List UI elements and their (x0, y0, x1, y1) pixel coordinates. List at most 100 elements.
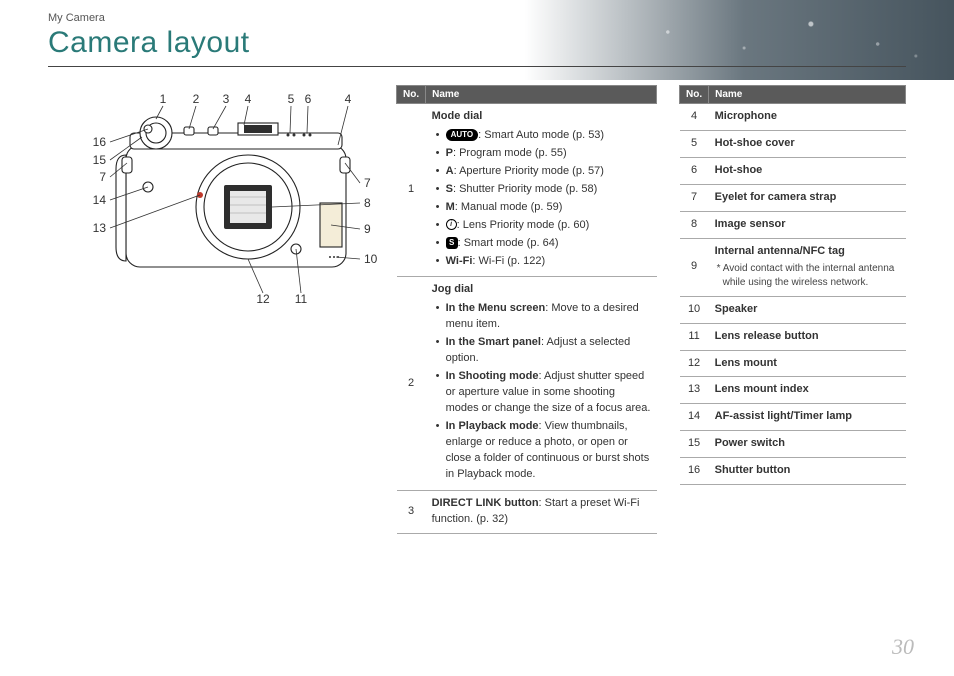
part-name: Internal antenna/NFC tag (715, 245, 845, 257)
page-title: Camera layout (48, 26, 906, 60)
mode-text: : Lens Priority mode (p. 60) (457, 219, 590, 231)
part-name: Lens mount index (715, 383, 809, 395)
svg-text:7: 7 (364, 176, 371, 190)
parts-table-right: No. Name 4Microphone5Hot-shoe cover6Hot-… (679, 85, 906, 485)
mode-item: M: Manual mode (p. 59) (436, 200, 651, 216)
row-number: 10 (680, 296, 709, 323)
row-number: 7 (680, 184, 709, 211)
row-number: 5 (680, 130, 709, 157)
mode-item: AUTO: Smart Auto mode (p. 53) (436, 128, 651, 144)
table-row: 15 Power switch (680, 431, 906, 458)
row-desc: Speaker (709, 296, 906, 323)
mode-icon: P (446, 147, 453, 159)
table-row: 8Image sensor (680, 211, 906, 238)
row-desc: Image sensor (709, 211, 906, 238)
mode-item: S: Smart mode (p. 64) (436, 236, 651, 252)
table-row: 2 Jog dial In the Menu screen: Move to a d… (397, 277, 657, 490)
context-label: In the Smart panel (446, 336, 541, 348)
part-name: DIRECT LINK button (432, 497, 539, 509)
svg-text:4: 4 (245, 92, 252, 106)
row-desc: DIRECT LINK button: Start a preset Wi-Fi… (426, 490, 657, 533)
row-desc: Power switch (709, 431, 906, 458)
context-label: In Shooting mode (446, 370, 539, 382)
svg-text:15: 15 (93, 153, 107, 167)
row-number: 3 (397, 490, 426, 533)
content-row: 1234564161571413789101211 No. Name 1Mode… (48, 85, 906, 534)
mode-icon: S (446, 183, 453, 195)
row-number: 15 (680, 431, 709, 458)
mode-item: S: Shutter Priority mode (p. 58) (436, 182, 651, 198)
table-row: 16Shutter button (680, 458, 906, 485)
context-item: In the Smart panel: Adjust a selected op… (436, 335, 651, 367)
right-table-wrap: No. Name 4Microphone5Hot-shoe cover6Hot-… (679, 85, 906, 534)
row-number: 12 (680, 350, 709, 377)
svg-text:11: 11 (295, 292, 308, 306)
table-row: 4Microphone (680, 104, 906, 131)
row-desc: Hot-shoe cover (709, 130, 906, 157)
mode-icon: A (446, 165, 454, 177)
row-number: 14 (680, 404, 709, 431)
part-name: Eyelet for camera strap (715, 191, 837, 203)
table-row: 6 Hot-shoe (680, 157, 906, 184)
svg-text:8: 8 (364, 196, 371, 210)
row-desc: Jog dial In the Menu screen: Move to a de… (426, 277, 657, 490)
table-row: 3DIRECT LINK button: Start a preset Wi-F… (397, 490, 657, 533)
table-row: 10 Speaker (680, 296, 906, 323)
row-desc: Lens mount (709, 350, 906, 377)
mode-text: : Smart mode (p. 64) (458, 237, 559, 249)
mode-text: : Wi-Fi (p. 122) (472, 255, 545, 267)
mode-icon: AUTO (446, 129, 479, 141)
mode-item: A: Aperture Priority mode (p. 57) (436, 164, 651, 180)
row-number: 2 (397, 277, 426, 490)
table-row: 14 AF-assist light/Timer lamp (680, 404, 906, 431)
part-name: Hot-shoe cover (715, 137, 795, 149)
mode-icon: Wi-Fi (446, 255, 473, 267)
row-number: 4 (680, 104, 709, 131)
mode-text: : Aperture Priority mode (p. 57) (454, 165, 604, 177)
mode-icon: i (446, 219, 457, 230)
part-name: Power switch (715, 437, 785, 449)
table-row: 12Lens mount (680, 350, 906, 377)
row-number: 6 (680, 157, 709, 184)
svg-text:9: 9 (364, 222, 371, 236)
context-list: In the Menu screen: Move to a desired me… (432, 301, 651, 482)
th-no: No. (397, 86, 426, 104)
part-name: Mode dial (432, 109, 651, 125)
table-row: 5 Hot-shoe cover (680, 130, 906, 157)
parts-table-left: No. Name 1Mode dialAUTO: Smart Auto mode… (396, 85, 657, 534)
row-desc: Lens mount index (709, 377, 906, 404)
row-desc: Shutter button (709, 458, 906, 485)
svg-text:7: 7 (99, 170, 106, 184)
row-desc: Microphone (709, 104, 906, 131)
mode-text: : Smart Auto mode (p. 53) (478, 129, 604, 141)
svg-text:5: 5 (288, 92, 295, 106)
mode-text: : Shutter Priority mode (p. 58) (453, 183, 597, 195)
part-name: Jog dial (432, 282, 651, 298)
row-desc: Internal antenna/NFC tag* Avoid contact … (709, 238, 906, 296)
mode-icon: M (446, 201, 455, 213)
mode-item: i: Lens Priority mode (p. 60) (436, 218, 651, 234)
mode-list: AUTO: Smart Auto mode (p. 53)P: Program … (432, 128, 651, 270)
row-desc: Eyelet for camera strap (709, 184, 906, 211)
mode-text: : Manual mode (p. 59) (455, 201, 563, 213)
svg-text:12: 12 (256, 292, 270, 306)
part-name: Lens release button (715, 330, 819, 342)
row-number: 11 (680, 323, 709, 350)
breadcrumb: My Camera (48, 12, 906, 24)
th-name: Name (709, 86, 906, 104)
context-label: In Playback mode (446, 420, 539, 432)
part-name: Speaker (715, 303, 758, 315)
context-item: In Shooting mode: Adjust shutter speed o… (436, 369, 651, 417)
page-number: 30 (892, 634, 914, 660)
row-number: 8 (680, 211, 709, 238)
part-name: AF-assist light/Timer lamp (715, 410, 852, 422)
svg-text:1: 1 (160, 92, 167, 106)
row-number: 9 (680, 238, 709, 296)
row-desc: Lens release button (709, 323, 906, 350)
table-row: 7 Eyelet for camera strap (680, 184, 906, 211)
context-item: In Playback mode: View thumbnails, enlar… (436, 419, 651, 483)
part-name: Hot-shoe (715, 164, 763, 176)
th-name: Name (426, 86, 657, 104)
mode-item: Wi-Fi: Wi-Fi (p. 122) (436, 254, 651, 270)
table-row: 13Lens mount index (680, 377, 906, 404)
